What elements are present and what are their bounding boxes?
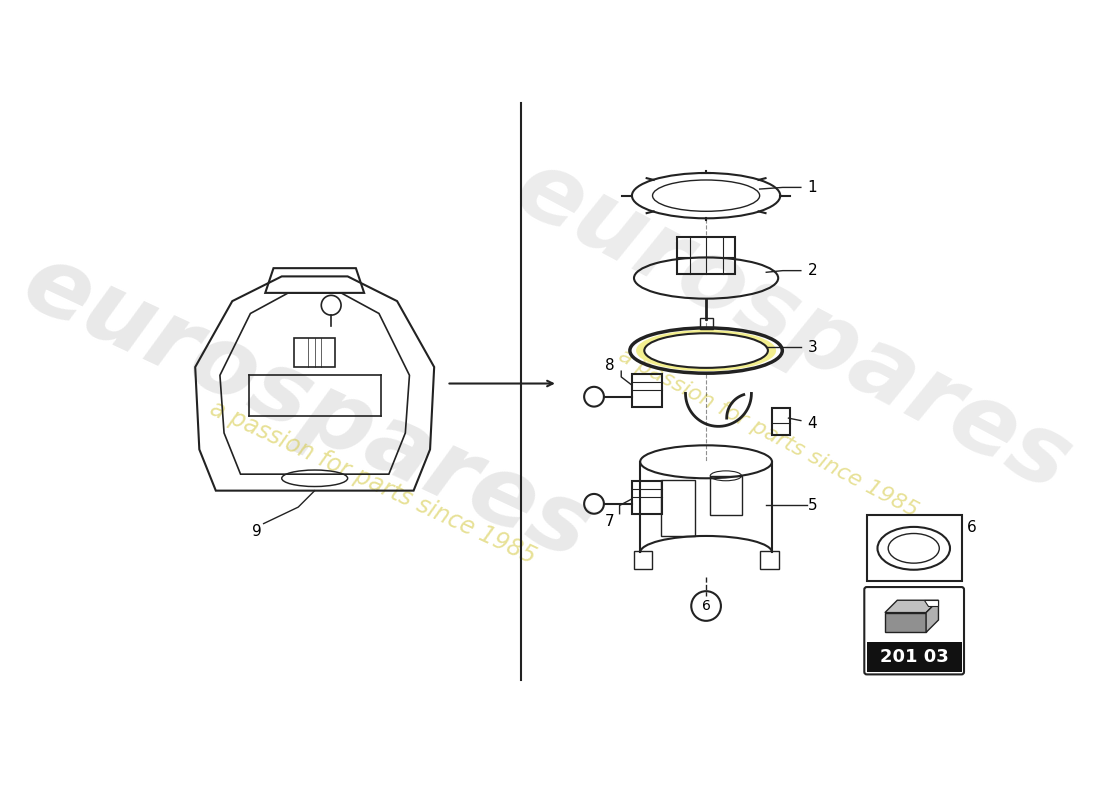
Text: a passion for parts since 1985: a passion for parts since 1985: [206, 396, 539, 569]
Ellipse shape: [645, 334, 768, 368]
Polygon shape: [924, 600, 938, 606]
Text: eurospares: eurospares: [8, 236, 605, 580]
Text: 4: 4: [807, 415, 817, 430]
Text: 6: 6: [702, 599, 711, 613]
Text: 3: 3: [807, 340, 817, 354]
Polygon shape: [926, 600, 938, 632]
Ellipse shape: [636, 330, 777, 371]
FancyBboxPatch shape: [867, 642, 961, 672]
Text: 2: 2: [807, 263, 817, 278]
Text: 5: 5: [807, 498, 817, 513]
Text: a passion for parts since 1985: a passion for parts since 1985: [615, 345, 921, 521]
Text: eurospares: eurospares: [499, 140, 1086, 511]
Polygon shape: [884, 613, 926, 632]
Text: 8: 8: [605, 358, 615, 373]
Text: 9: 9: [252, 524, 262, 539]
Polygon shape: [884, 600, 938, 613]
Text: 7: 7: [605, 514, 615, 529]
Text: 201 03: 201 03: [880, 648, 948, 666]
Text: 1: 1: [807, 180, 817, 195]
Text: 6: 6: [967, 520, 976, 535]
